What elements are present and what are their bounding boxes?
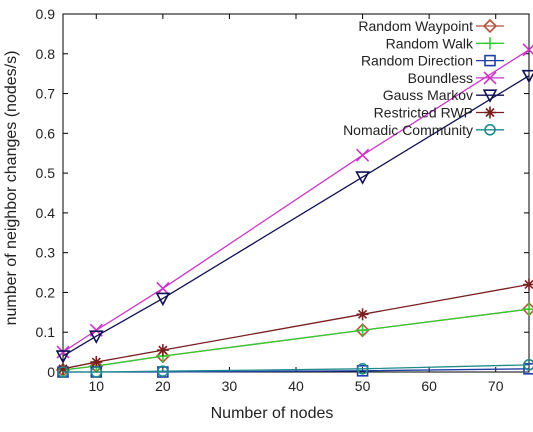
y-axis-label: number of neighbor changes (nodes/s) (3, 51, 20, 326)
legend-label: Random Walk (386, 35, 474, 51)
y-tick-label: 0.1 (36, 324, 56, 340)
x-tick-label: 70 (488, 378, 504, 394)
data-point (157, 365, 169, 378)
data-point (521, 69, 533, 84)
data-point (356, 308, 369, 321)
data-point (523, 303, 533, 316)
legend-marker (483, 71, 497, 85)
series-layer (55, 43, 533, 378)
legend-item: Random Walk (386, 35, 504, 51)
legend-marker (484, 106, 496, 119)
y-tick-label: 0.3 (36, 245, 56, 261)
data-point (55, 350, 71, 364)
legend-marker (484, 124, 496, 136)
series-line (62, 75, 530, 357)
legend-label: Restricted RWP (374, 105, 473, 121)
legend-item: Restricted RWP (374, 105, 504, 121)
legend-item: Random Direction (361, 53, 504, 69)
data-point (57, 362, 69, 375)
x-tick-label: 30 (222, 378, 238, 394)
legend-item: Gauss Markov (383, 87, 504, 103)
x-axis-label: Number of nodes (211, 405, 334, 422)
legend-item: Nomadic Community (343, 122, 504, 138)
data-point (523, 278, 533, 291)
legend-item: Random Waypoint (358, 18, 504, 34)
data-point (523, 359, 533, 371)
series-line (63, 364, 530, 373)
y-tick-label: 0.7 (36, 86, 56, 102)
x-tick-label: 20 (155, 378, 171, 394)
legend-label: Random Waypoint (358, 18, 473, 34)
series-gauss-markov (55, 69, 533, 364)
y-tick-label: 0.6 (36, 125, 56, 141)
y-tick-label: 0.8 (36, 46, 56, 62)
series-nomadic-community (57, 359, 533, 378)
data-point (155, 292, 171, 307)
data-point (57, 366, 69, 378)
data-point (522, 43, 533, 57)
legend-label: Random Direction (361, 53, 473, 69)
x-tick-label: 10 (88, 378, 104, 394)
y-tick-label: 0.4 (36, 205, 56, 221)
data-point (356, 148, 370, 162)
legend-label: Gauss Markov (383, 87, 473, 103)
data-point (156, 344, 169, 357)
y-tick-label: 0.9 (36, 6, 56, 22)
data-point (88, 330, 104, 344)
data-point (356, 324, 369, 337)
x-tick-label: 50 (355, 378, 371, 394)
legend-marker (484, 37, 496, 50)
data-point (156, 281, 170, 296)
y-tick-label: 0 (47, 364, 55, 380)
axes: 0 0.1 0.2 0.3 0.4 0.5 0.6 0.7 0.8 0.9 10 20 30 40 50 60… (36, 6, 530, 394)
series-boundless (56, 43, 533, 359)
data-point (90, 366, 103, 378)
data-point (356, 363, 369, 375)
data-point (90, 356, 103, 369)
data-point (355, 171, 370, 185)
legend-marker (484, 54, 496, 67)
legend-marker (482, 18, 498, 34)
legend-marker (482, 89, 498, 103)
legend-item: Boundless (408, 70, 504, 86)
x-tick-label: 40 (288, 378, 304, 394)
legend-label: Nomadic Community (343, 122, 473, 138)
series-restricted-rwp (57, 278, 533, 375)
y-tick-label: 0.5 (36, 165, 56, 181)
y-tick-label: 0.2 (36, 284, 56, 300)
x-tick-label: 60 (421, 378, 437, 394)
legend-label: Boundless (408, 70, 473, 86)
data-point (523, 363, 533, 375)
